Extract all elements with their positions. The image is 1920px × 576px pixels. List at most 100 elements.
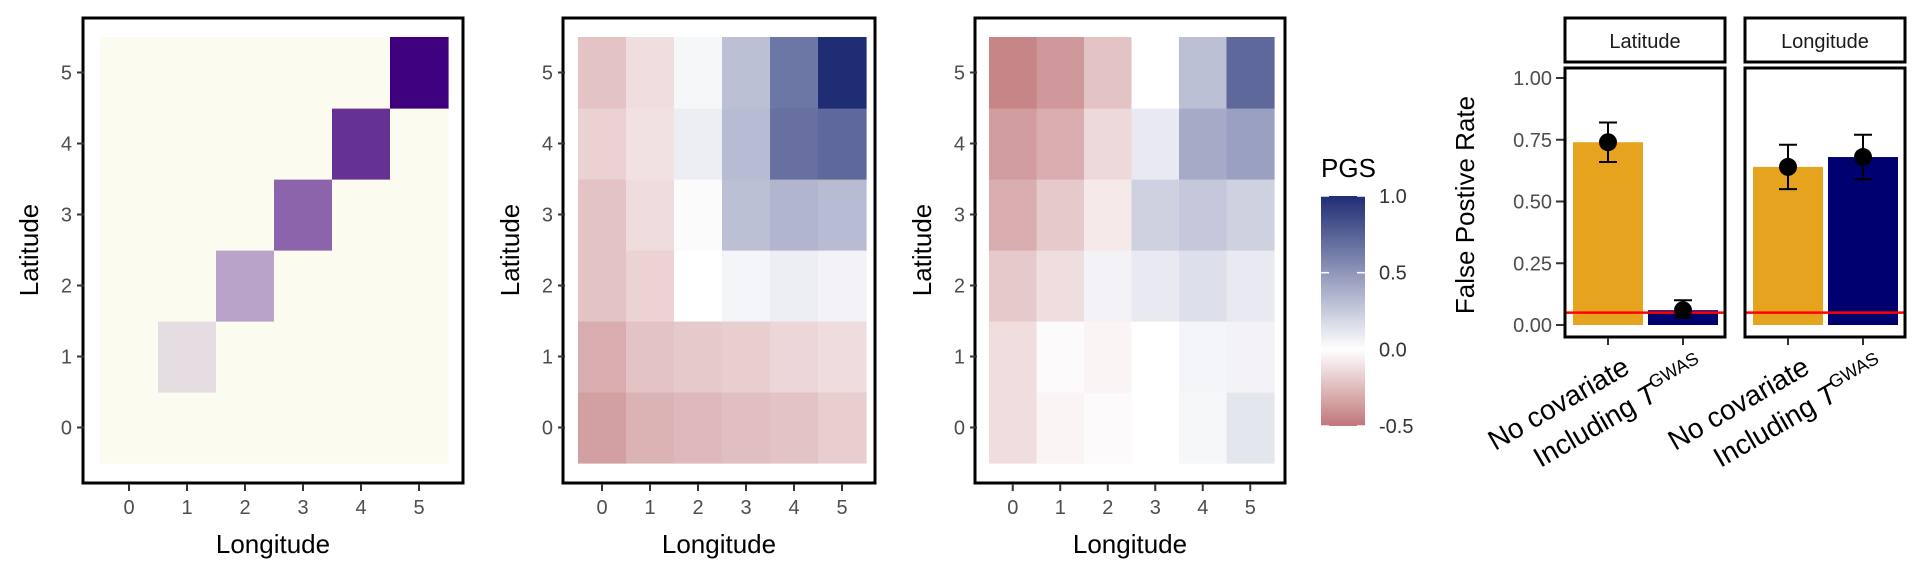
heatmap-3-cell xyxy=(989,392,1038,464)
heatmap-3-xlabel: Longitude xyxy=(1073,529,1187,559)
heatmap-1-cell xyxy=(100,37,159,109)
bar xyxy=(1753,166,1823,325)
heatmap-2-cell xyxy=(722,392,771,464)
heatmap-3-cell xyxy=(1084,37,1133,109)
heatmap-2-cell xyxy=(818,179,867,251)
heatmap-3-x-tick-label: 3 xyxy=(1150,497,1161,519)
heatmap-2-cell xyxy=(722,37,771,109)
facet-strip xyxy=(1563,16,1727,64)
heatmap-3-cell xyxy=(1131,179,1180,251)
heatmap-1-x-tick-label: 1 xyxy=(181,497,192,519)
heatmap-2-cell xyxy=(818,37,867,109)
heatmap-3-cell xyxy=(1036,179,1085,251)
point-estimate xyxy=(1779,157,1797,176)
heatmap-3-x-tick-label: 2 xyxy=(1102,497,1113,519)
heatmap-3-x-tick-label: 0 xyxy=(1007,497,1018,519)
heatmap-3-x-tick-label: 4 xyxy=(1197,497,1208,519)
heatmap-1-y-tick-label: 5 xyxy=(61,63,72,85)
heatmap-1-cell xyxy=(158,37,217,109)
heatmap-2-cell xyxy=(674,392,723,464)
legend-tick-label: 1.0 xyxy=(1379,186,1407,208)
heatmap-3-y-tick-label: 0 xyxy=(954,418,965,440)
heatmap-panel-3: 0 1 2 3 4 5 0 1 2 3 4 5 Longitude Latitude xyxy=(907,16,1287,559)
heatmap-2-x-tick-label: 4 xyxy=(788,497,799,519)
heatmap-1-x-tick-label: 5 xyxy=(413,497,424,519)
heatmap-1-cell xyxy=(274,250,333,322)
heatmap-1-cell xyxy=(216,179,275,251)
heatmap-3-cell xyxy=(1036,37,1085,109)
heatmap-2-cell xyxy=(770,250,819,322)
legend-title: PGS xyxy=(1321,153,1376,183)
heatmap-1-x-tick-label: 2 xyxy=(239,497,250,519)
heatmap-1-cell xyxy=(390,108,449,180)
heatmap-2-cell xyxy=(818,392,867,464)
heatmap-2-cell xyxy=(578,179,627,251)
heatmap-2-ticks: 0 1 2 3 4 5 0 1 2 3 4 5 xyxy=(542,63,848,520)
heatmap-1-y-tick-label: 3 xyxy=(61,205,72,227)
heatmap-2-x-tick-label: 0 xyxy=(596,497,607,519)
bar xyxy=(1573,142,1643,325)
heatmap-3-cell xyxy=(1131,321,1180,393)
heatmap-3-cell xyxy=(989,321,1038,393)
heatmap-1-cell xyxy=(390,250,449,322)
heatmap-1-cell xyxy=(274,37,333,109)
heatmap-2-frame xyxy=(561,16,877,485)
heatmap-3-cell xyxy=(1226,321,1275,393)
heatmap-3-x-tick-label: 1 xyxy=(1055,497,1066,519)
heatmap-1-xlabel: Longitude xyxy=(216,529,330,559)
heatmap-3-cell xyxy=(1179,321,1228,393)
heatmap-3-cell xyxy=(989,250,1038,322)
heatmap-3-cell xyxy=(989,179,1038,251)
heatmap-3-y-tick-label: 4 xyxy=(954,134,965,156)
bar-y-tick-label: 0.50 xyxy=(1513,192,1552,214)
heatmap-3-cell xyxy=(1226,392,1275,464)
heatmap-2-y-tick-label: 5 xyxy=(542,63,553,85)
heatmap-3-cell xyxy=(1179,250,1228,322)
heatmap-1-x-tick-label: 3 xyxy=(297,497,308,519)
bar-y-tick-label: 0.25 xyxy=(1513,253,1552,275)
heatmap-3-cell xyxy=(1179,392,1228,464)
heatmap-1-ylabel: Latitude xyxy=(14,204,44,297)
heatmap-3-cell xyxy=(1226,250,1275,322)
heatmap-2-x-tick-label: 3 xyxy=(740,497,751,519)
heatmap-2-y-tick-label: 4 xyxy=(542,134,553,156)
heatmap-2-cell xyxy=(674,250,723,322)
heatmap-3-cell xyxy=(1226,37,1275,109)
heatmap-3-cell xyxy=(1036,321,1085,393)
heatmap-2-cell xyxy=(578,392,627,464)
heatmap-3-cell xyxy=(1036,250,1085,322)
heatmap-1-y-tick-label: 0 xyxy=(61,418,72,440)
heatmap-3-cell xyxy=(1131,392,1180,464)
heatmap-1-cell xyxy=(216,250,275,322)
point-estimate xyxy=(1854,148,1872,167)
facet-panel-frame xyxy=(1563,66,1727,339)
heatmap-1-cell xyxy=(390,37,449,109)
legend-ticks: 1.0 0.5 0.0 -0.5 xyxy=(1321,186,1413,438)
bar-y-tick-label: 1.00 xyxy=(1513,68,1552,90)
category-superscript: GWAS xyxy=(1645,348,1702,392)
heatmap-3-y-tick-label: 5 xyxy=(954,63,965,85)
heatmap-2-cell xyxy=(626,250,675,322)
heatmap-3-cell xyxy=(1084,250,1133,322)
heatmap-1-cell xyxy=(332,392,391,464)
heatmap-1-cell xyxy=(274,108,333,180)
facet-strip-label: Latitude xyxy=(1609,31,1680,53)
heatmap-1-y-tick-label: 2 xyxy=(61,276,72,298)
heatmap-2-x-tick-label: 1 xyxy=(644,497,655,519)
heatmap-2-cell xyxy=(626,108,675,180)
heatmap-1-y-tick-label: 1 xyxy=(61,347,72,369)
heatmap-1-cell xyxy=(332,37,391,109)
heatmap-1-cell xyxy=(158,108,217,180)
heatmap-3-cell xyxy=(1179,108,1228,180)
heatmap-2-cell xyxy=(578,321,627,393)
category-superscript: GWAS xyxy=(1825,348,1882,392)
heatmap-1-cell xyxy=(158,179,217,251)
point-estimate xyxy=(1674,301,1692,320)
heatmap-1-cell xyxy=(274,392,333,464)
heatmap-2-cell xyxy=(770,37,819,109)
bar-ylabel: False Postive Rate xyxy=(1450,96,1480,314)
heatmap-3-cell xyxy=(1084,108,1133,180)
heatmap-1-cell xyxy=(100,250,159,322)
facet-strip-label: Longitude xyxy=(1781,31,1869,53)
heatmap-1-cell xyxy=(390,321,449,393)
